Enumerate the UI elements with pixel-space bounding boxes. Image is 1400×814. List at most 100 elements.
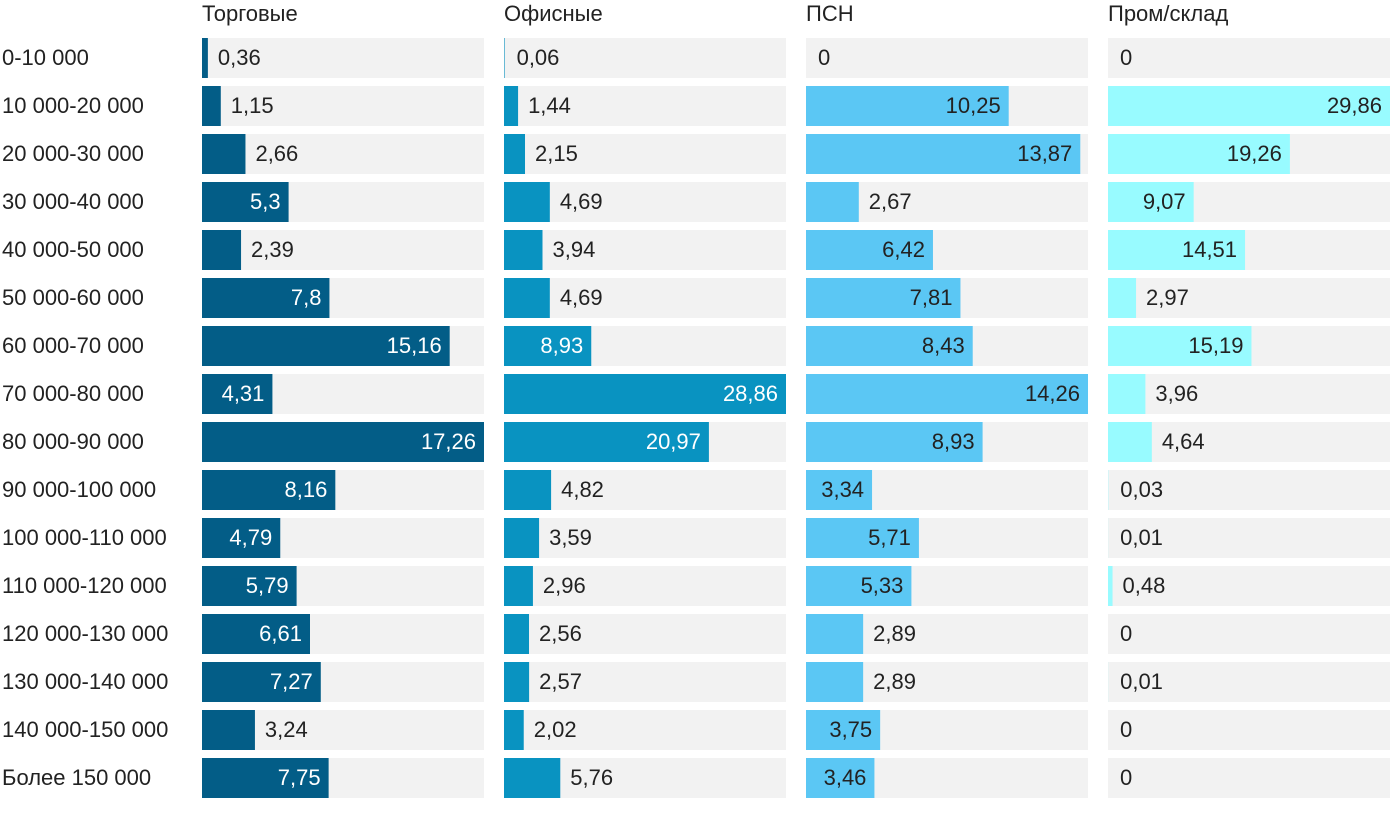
value-label: 10,25: [946, 93, 1001, 118]
value-label: 4,31: [222, 381, 265, 406]
bar: [806, 422, 983, 462]
bar: [806, 614, 864, 654]
bar: [202, 710, 255, 750]
bar-track: [504, 38, 786, 78]
bar: [504, 134, 526, 174]
value-label: 3,59: [549, 525, 592, 550]
bar: [504, 374, 786, 414]
category-label: 140 000-150 000: [2, 717, 168, 742]
value-label: 0,01: [1120, 525, 1163, 550]
bar: [504, 182, 550, 222]
bar: [202, 470, 336, 510]
value-label: 1,15: [231, 93, 274, 118]
bar-track: [504, 230, 786, 270]
value-label: 0: [1120, 45, 1132, 70]
value-label: 4,79: [229, 525, 272, 550]
bar: [202, 566, 297, 606]
value-label: 0: [1120, 765, 1132, 790]
value-label: 9,07: [1143, 189, 1186, 214]
bar: [202, 614, 310, 654]
value-label: 14,51: [1182, 237, 1237, 262]
bar: [504, 518, 540, 558]
value-label: 7,27: [270, 669, 313, 694]
value-label: 2,89: [873, 669, 916, 694]
category-label: 100 000-110 000: [2, 525, 167, 550]
bar-track: [1108, 278, 1390, 318]
value-label: 7,8: [291, 285, 322, 310]
bar: [202, 86, 221, 126]
column-title: Пром/склад: [1108, 1, 1228, 26]
category-label: 0-10 000: [2, 45, 89, 70]
bar: [504, 710, 524, 750]
bar: [202, 374, 273, 414]
bar: [806, 710, 881, 750]
value-label: 19,26: [1227, 141, 1282, 166]
value-label: 2,56: [539, 621, 582, 646]
value-label: 2,96: [543, 573, 586, 598]
bar-track: [1108, 518, 1390, 558]
value-label: 2,15: [535, 141, 578, 166]
bar: [1108, 566, 1113, 606]
bar-track: [1108, 470, 1390, 510]
bar: [806, 470, 873, 510]
bar: [202, 278, 330, 318]
bar-track: [1108, 710, 1390, 750]
category-label: 90 000-100 000: [2, 477, 156, 502]
bar: [806, 278, 961, 318]
bar-track: [504, 182, 786, 222]
bar-track: [202, 38, 484, 78]
bar-track: [504, 614, 786, 654]
bar: [806, 518, 919, 558]
bar: [1108, 182, 1194, 222]
bar: [504, 470, 552, 510]
bar-track: [504, 662, 786, 702]
value-label: 3,75: [829, 717, 872, 742]
bar-track: [504, 278, 786, 318]
bar: [1108, 326, 1252, 366]
value-label: 5,3: [250, 189, 281, 214]
value-label: 8,16: [284, 477, 327, 502]
bar-track: [1108, 374, 1390, 414]
bar: [806, 566, 912, 606]
value-label: 3,94: [552, 237, 595, 262]
value-label: 1,44: [528, 93, 571, 118]
bar-track: [1108, 758, 1390, 798]
bar-track: [1108, 662, 1390, 702]
value-label: 0,06: [517, 45, 560, 70]
bar: [202, 758, 329, 798]
value-label: 5,76: [570, 765, 613, 790]
value-label: 0,48: [1123, 573, 1166, 598]
column-title: Торговые: [202, 1, 298, 26]
bar: [806, 326, 973, 366]
category-label: 70 000-80 000: [2, 381, 144, 406]
value-label: 5,79: [246, 573, 289, 598]
bar: [1108, 86, 1390, 126]
bar: [202, 518, 281, 558]
value-label: 0,36: [218, 45, 261, 70]
category-label: 40 000-50 000: [2, 237, 144, 262]
bar: [504, 422, 709, 462]
bar: [504, 86, 519, 126]
value-label: 14,26: [1025, 381, 1080, 406]
value-label: 6,61: [259, 621, 302, 646]
value-label: 5,71: [868, 525, 911, 550]
bar-track: [806, 38, 1088, 78]
value-label: 13,87: [1017, 141, 1072, 166]
bar-track: [504, 518, 786, 558]
bar: [202, 326, 450, 366]
bar: [504, 566, 533, 606]
bar-track: [504, 566, 786, 606]
bar-track: [1108, 614, 1390, 654]
category-label: 20 000-30 000: [2, 141, 144, 166]
value-label: 15,19: [1188, 333, 1243, 358]
column-title: ПСН: [806, 1, 854, 26]
value-label: 0,01: [1120, 669, 1163, 694]
bar-track: [504, 86, 786, 126]
value-label: 7,75: [278, 765, 321, 790]
value-label: 3,96: [1155, 381, 1198, 406]
bar-track: [504, 134, 786, 174]
bar-track: [1108, 38, 1390, 78]
value-label: 3,24: [265, 717, 308, 742]
bar: [504, 758, 561, 798]
